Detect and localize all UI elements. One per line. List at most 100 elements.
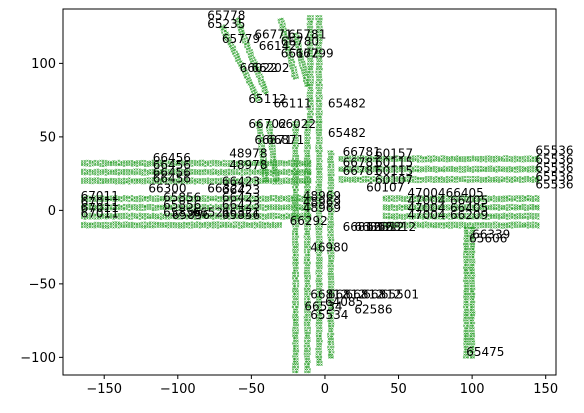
data-point <box>280 215 283 218</box>
data-point <box>406 166 409 169</box>
data-point <box>398 194 401 198</box>
data-point <box>267 212 270 216</box>
data-point <box>267 163 270 167</box>
data-point <box>416 225 420 228</box>
data-point <box>382 155 386 159</box>
data-point <box>487 199 490 203</box>
data-point <box>463 159 467 163</box>
data-point <box>456 170 459 173</box>
data-point <box>505 223 509 226</box>
data-point <box>159 207 163 211</box>
data-point <box>309 15 312 18</box>
data-point <box>185 204 189 207</box>
data-point <box>503 199 506 203</box>
data-point <box>306 91 310 95</box>
data-point <box>86 203 89 207</box>
data-point <box>212 168 215 171</box>
data-point <box>259 203 262 207</box>
data-point <box>198 223 201 226</box>
data-point <box>471 155 475 158</box>
data-point <box>380 178 383 181</box>
data-point <box>524 222 527 225</box>
data-point <box>315 355 318 359</box>
data-point <box>526 177 530 181</box>
data-point <box>307 89 310 92</box>
data-point <box>393 199 396 203</box>
data-point <box>377 180 381 184</box>
data-point <box>101 172 105 175</box>
data-point <box>303 131 307 134</box>
data-point <box>354 166 357 169</box>
data-point <box>141 169 144 172</box>
data-point <box>138 225 141 229</box>
data-point <box>304 146 307 150</box>
data-point <box>354 180 357 183</box>
data-point <box>303 235 306 238</box>
data-point <box>248 159 252 163</box>
data-point <box>120 169 123 172</box>
data-point <box>521 222 524 225</box>
data-point <box>156 179 160 183</box>
data-point <box>135 179 139 182</box>
data-point <box>175 217 178 220</box>
data-point <box>292 339 296 343</box>
data-point <box>246 179 249 182</box>
data-point <box>117 214 121 218</box>
data-point <box>291 277 295 280</box>
data-point <box>424 195 427 198</box>
data-point <box>125 172 128 176</box>
data-point <box>398 178 402 181</box>
data-point <box>193 194 197 198</box>
data-point <box>341 175 344 179</box>
data-point <box>296 201 299 205</box>
data-point <box>390 199 393 202</box>
data-point <box>269 212 273 216</box>
data-point <box>469 196 472 200</box>
data-point <box>149 207 152 211</box>
data-point <box>151 163 155 167</box>
data-point <box>146 199 149 203</box>
data-point <box>406 175 409 179</box>
data-point <box>227 208 231 211</box>
data-point <box>315 141 319 145</box>
data-point <box>505 206 509 210</box>
data-point <box>398 169 402 173</box>
data-point <box>201 212 204 216</box>
data-point <box>206 223 209 227</box>
data-point <box>529 168 532 171</box>
data-point <box>526 215 530 218</box>
data-point <box>375 178 378 181</box>
data-point <box>327 322 331 325</box>
data-point <box>346 165 349 169</box>
data-point <box>372 159 375 163</box>
data-point <box>86 222 89 225</box>
data-point <box>249 79 253 82</box>
data-point <box>490 160 493 163</box>
data-point <box>495 197 498 201</box>
data-point <box>338 180 341 183</box>
data-point <box>497 180 501 184</box>
data-point <box>258 221 262 224</box>
data-point <box>316 134 319 137</box>
data-point <box>159 181 163 184</box>
data-point <box>177 170 181 174</box>
data-point <box>343 169 347 173</box>
data-point <box>411 176 415 179</box>
data-point <box>304 292 307 296</box>
data-point <box>318 102 321 105</box>
data-point <box>319 123 323 127</box>
data-point <box>327 343 331 346</box>
data-point <box>167 161 170 165</box>
data-point <box>180 159 183 163</box>
data-point <box>188 204 191 207</box>
data-point <box>318 131 321 134</box>
data-point <box>167 207 170 211</box>
data-point <box>332 280 335 284</box>
data-point <box>393 205 396 209</box>
data-point <box>217 161 220 165</box>
data-point <box>240 224 243 227</box>
data-point <box>282 198 286 202</box>
data-point <box>235 221 238 224</box>
data-point <box>296 326 299 330</box>
data-point <box>230 203 233 207</box>
